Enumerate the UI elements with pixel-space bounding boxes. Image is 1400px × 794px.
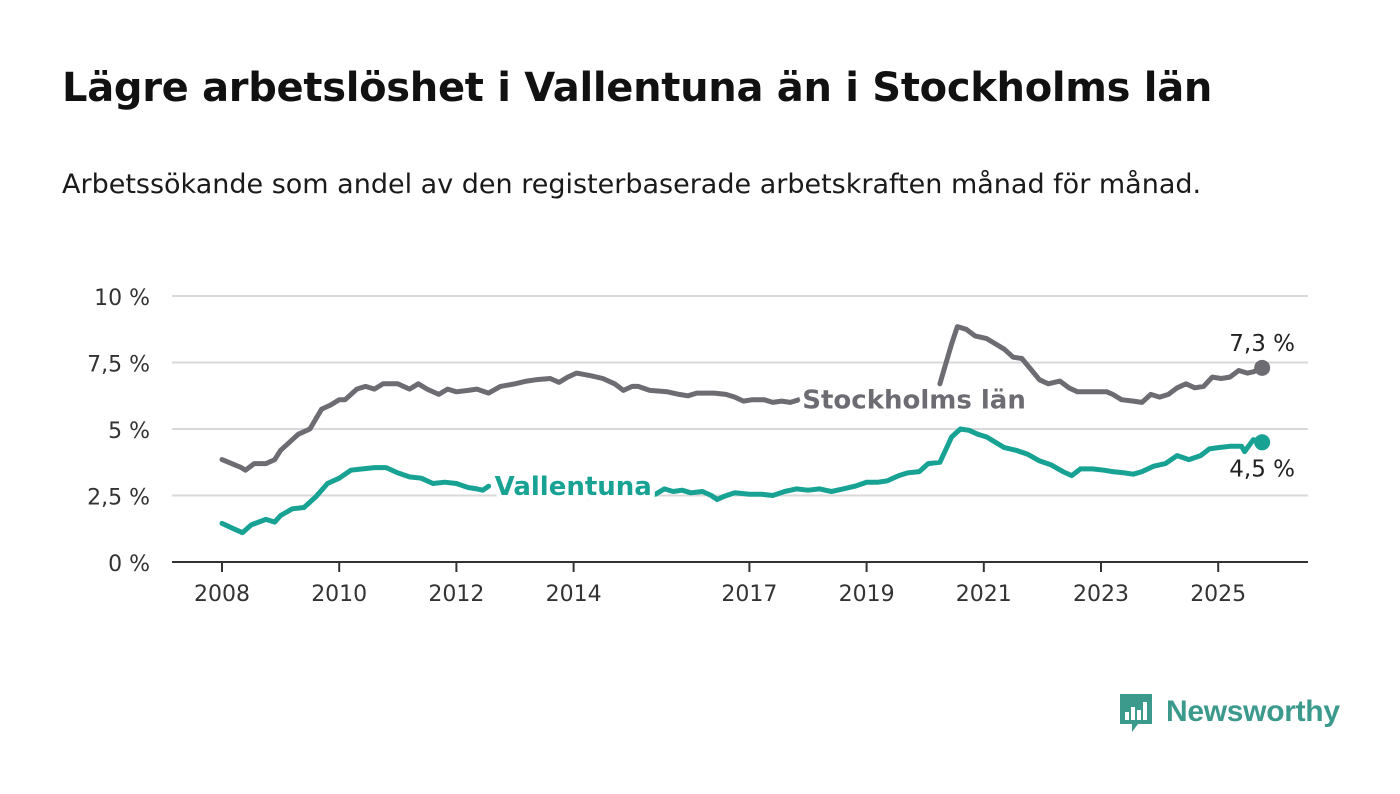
series-line-vallentuna bbox=[577, 426, 1265, 502]
end-value-label-vallentuna: 4,5 % bbox=[1229, 456, 1295, 482]
series-label-halo: Vallentuna bbox=[495, 472, 652, 502]
end-point-vallentuna bbox=[1254, 434, 1271, 451]
series-label-vallentuna: Vallentuna bbox=[495, 472, 652, 502]
page-subtitle: Arbetssökande som andel av den registerb… bbox=[62, 169, 1202, 200]
y-tick-label: 7,5 % bbox=[87, 353, 150, 378]
series-label-stockholms-l-n: Stockholms län bbox=[802, 386, 1026, 416]
brand: Newsworthy bbox=[1118, 690, 1340, 734]
x-tick-label: 2012 bbox=[428, 582, 484, 607]
x-tick-label: 2023 bbox=[1073, 582, 1129, 607]
series-line-vallentuna bbox=[219, 465, 492, 536]
grid-lines bbox=[172, 295, 1308, 497]
newsworthy-logo-icon bbox=[1120, 694, 1152, 732]
x-tick-label: 2017 bbox=[721, 582, 777, 607]
x-tick-label: 2008 bbox=[194, 582, 250, 607]
x-axis: 2008 2010 2012 2014 2017 2019 2021 2023 2025 bbox=[172, 561, 1308, 607]
y-tick-label: 2,5 % bbox=[87, 486, 150, 511]
y-axis: 0 % 2,5 % 5 % 7,5 % 10 % bbox=[87, 286, 150, 577]
x-tick-label: 2014 bbox=[546, 582, 602, 607]
page-title: Lägre arbetslöshet i Vallentuna än i Sto… bbox=[62, 65, 1213, 111]
x-tick-label: 2025 bbox=[1190, 582, 1246, 607]
series-line-stockholms-l-n bbox=[219, 370, 808, 473]
end-value-label-stockholms-l-n: 7,3 % bbox=[1229, 331, 1295, 357]
end-label-halo: 7,3 % bbox=[1229, 331, 1295, 357]
y-tick-label: 5 % bbox=[108, 419, 150, 444]
y-tick-label: 10 % bbox=[94, 286, 150, 311]
y-tick-label: 0 % bbox=[108, 552, 150, 577]
brand-name: Newsworthy bbox=[1166, 695, 1340, 728]
series-line-stockholms-l-n bbox=[937, 324, 1265, 405]
x-tick-label: 2010 bbox=[311, 582, 367, 607]
x-tick-label: 2021 bbox=[956, 582, 1012, 607]
series-label-halo: Stockholms län bbox=[802, 386, 1026, 416]
x-tick-label: 2019 bbox=[839, 582, 895, 607]
series-layer bbox=[219, 324, 1271, 536]
end-label-halo: 4,5 % bbox=[1229, 456, 1295, 482]
end-point-stockholms-l-n bbox=[1254, 359, 1271, 376]
